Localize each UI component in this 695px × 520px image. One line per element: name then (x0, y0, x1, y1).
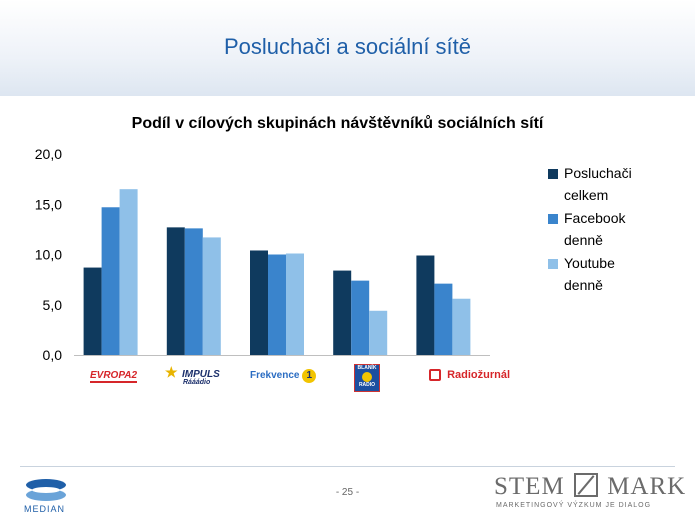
y-tick-label: 20,0 (35, 146, 62, 162)
y-tick-label: 5,0 (43, 297, 63, 313)
logo-evropa2-text: EVROPA2 (90, 370, 138, 381)
bar-2-1 (268, 254, 286, 355)
bar-1-2 (202, 237, 221, 355)
legend-item-youtube: Youtube denně (548, 252, 688, 296)
bar-1-0 (166, 227, 185, 355)
logo-blanik-bottom: RADIO (358, 382, 376, 388)
logo-frekvence1: Frekvence 1 (250, 369, 317, 383)
legend-item-posluchaci: Posluchači celkem (548, 162, 688, 206)
legend-label: Posluchači (564, 165, 632, 181)
y-tick-label: 15,0 (35, 196, 62, 212)
bar-2-0 (250, 250, 268, 355)
bar-4-0 (416, 255, 435, 355)
sun-icon (362, 372, 372, 382)
logo-frekvence-num: 1 (302, 369, 317, 383)
stem-tagline: MARKETINGOVÝ VÝZKUM JE DIALOG (496, 502, 652, 509)
logo-blanik-top: BLANÍK (357, 365, 377, 371)
logo-frekvence-text: Frekvence (250, 370, 300, 381)
stem-slash-icon (573, 473, 598, 497)
bar-4-2 (452, 298, 471, 355)
legend-swatch-youtube (548, 259, 558, 269)
legend-label-cont: denně (564, 277, 603, 293)
radiozurnal-icon (429, 369, 441, 382)
impuls-star-icon: ★ (165, 364, 178, 380)
stem-text: STEM (494, 473, 565, 500)
bar-1-1 (184, 228, 203, 355)
logo-radiozurnal-text: Radiožurnál (447, 369, 511, 381)
logo-radiozurnal: Radiožurnál (429, 369, 511, 382)
median-logo-icon (26, 479, 66, 501)
y-tick-label: 10,0 (35, 247, 62, 263)
bar-0-0 (83, 267, 102, 355)
median-label: MEDIAN (24, 504, 66, 514)
page-number: - 25 - (335, 487, 360, 498)
slide-title: Posluchači a sociální sítě (223, 34, 472, 59)
header-band (0, 0, 695, 96)
legend-label: Youtube (564, 255, 615, 271)
logo-blanik: BLANÍK RADIO (354, 364, 380, 392)
chart-title: Podíl v cílových skupinách návštěvníků s… (131, 115, 544, 132)
bar-3-0 (333, 270, 352, 355)
bar-3-1 (351, 280, 370, 355)
legend: Posluchači celkem Facebook denně Youtube… (548, 162, 688, 297)
footer-divider (20, 466, 675, 467)
logo-impuls-sub: Rááádio (183, 379, 211, 386)
stem-mark-logo: STEM MARK (494, 473, 686, 501)
legend-swatch-posluchaci (548, 169, 558, 179)
bar-3-2 (369, 310, 388, 355)
legend-item-facebook: Facebook denně (548, 207, 688, 251)
y-tick-label: 0,0 (43, 347, 63, 363)
logo-impuls-text: IMPULS (182, 369, 220, 380)
bar-4-1 (434, 283, 453, 355)
legend-label: Facebook (564, 210, 626, 226)
bar-0-2 (119, 189, 138, 355)
legend-label-cont: celkem (564, 187, 609, 203)
mark-text: MARK (607, 473, 687, 500)
logo-impuls: ★ IMPULS Rááádio (165, 364, 225, 386)
legend-swatch-facebook (548, 214, 558, 224)
bar-2-2 (286, 253, 304, 355)
legend-label-cont: denně (564, 232, 603, 248)
bar-0-1 (101, 207, 120, 355)
logo-evropa2: EVROPA2 (90, 370, 138, 383)
